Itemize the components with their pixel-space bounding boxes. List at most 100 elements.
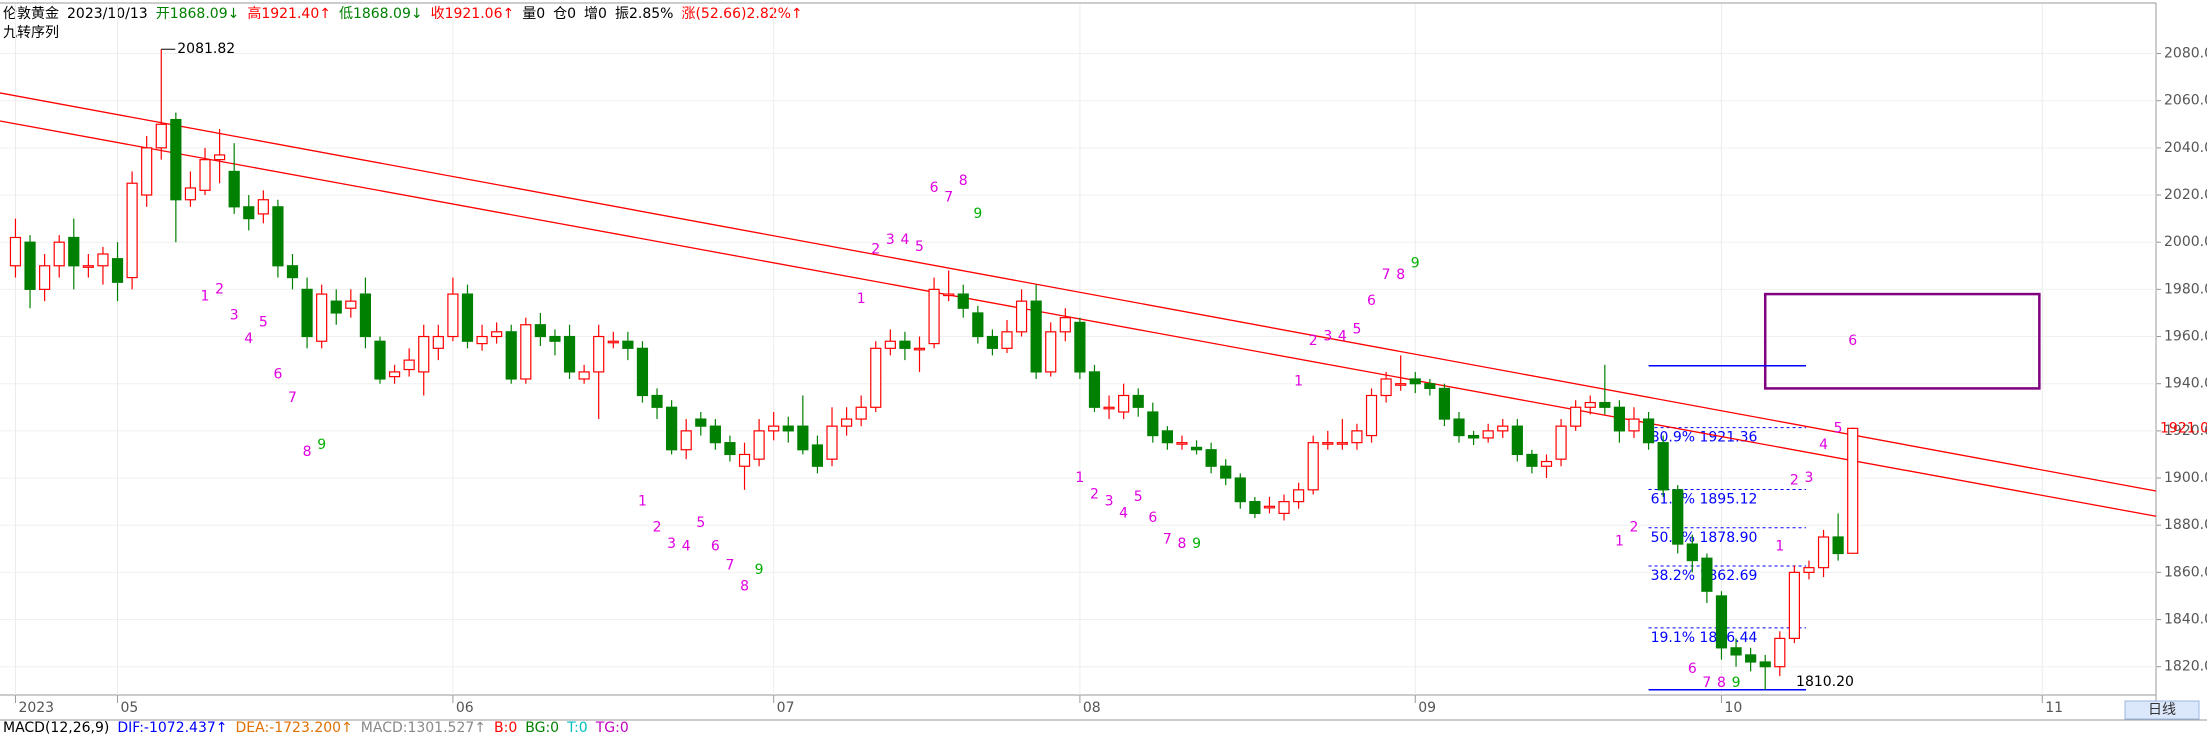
candle-body [1088, 371, 1101, 408]
td-count: 3 [230, 307, 239, 323]
period-button-label[interactable]: 日线 [2148, 702, 2176, 718]
candle-body [1803, 567, 1815, 573]
td-count: 5 [696, 515, 705, 531]
candle-body [695, 418, 707, 427]
x-tick-label: 10 [1724, 700, 1742, 716]
candle-body [520, 324, 532, 380]
candle-body [184, 187, 197, 201]
candle-body [1190, 446, 1203, 451]
td-count: 8 [303, 444, 312, 460]
candle-body [636, 347, 649, 397]
candle-body [97, 253, 109, 267]
candle-body [1774, 637, 1786, 668]
candle-body [724, 442, 736, 456]
candle-body [476, 335, 488, 345]
quote-header-part: 伦敦黄金 [3, 5, 59, 22]
td-count: 5 [259, 314, 268, 330]
td-count: 4 [682, 538, 691, 554]
candle-body [1570, 406, 1582, 427]
x-tick-label: 09 [1418, 700, 1436, 716]
candle-body [1715, 595, 1728, 649]
candle-body [505, 331, 517, 380]
y-tick-label: 1960.00 [2164, 329, 2207, 345]
candle-body [1424, 383, 1436, 390]
quote-header-part: 高1921.40↑ [247, 5, 331, 22]
macd-header: MACD(12,26,9) DIF:-1072.437↑ DEA:-1723.200… [3, 720, 629, 734]
td-count: 6 [1848, 333, 1857, 349]
last-price-label: 1921.06 [2160, 420, 2207, 436]
td-count: 6 [930, 180, 939, 196]
candle-body [913, 347, 926, 351]
td-count: 8 [959, 173, 968, 189]
td-count: 2 [215, 281, 224, 297]
candle-body [1482, 430, 1494, 439]
td-count: 9 [755, 562, 764, 578]
x-tick-label: 07 [777, 700, 795, 716]
macd-header-part: T:0 [566, 720, 588, 734]
period-button[interactable] [2124, 700, 2200, 720]
candle-body [111, 258, 124, 283]
td-count: 6 [1367, 293, 1376, 309]
candle-body [1307, 442, 1319, 491]
candle-body [1817, 536, 1830, 569]
td-count: 3 [886, 232, 895, 248]
td-count: 2 [1790, 472, 1799, 488]
candle-body [491, 331, 503, 338]
td-count: 5 [1834, 421, 1843, 437]
td-count: 4 [244, 331, 253, 347]
td-count: 6 [273, 366, 282, 382]
candle-body [141, 147, 153, 196]
td-count: 5 [1134, 489, 1143, 505]
x-tick-label: 11 [2045, 700, 2063, 716]
trend-line [0, 120, 2157, 517]
quote-header-part: 量0 [522, 6, 545, 22]
subtitle: 九转序列 [3, 25, 59, 41]
candle-body [782, 425, 794, 432]
candle-body [1365, 394, 1378, 437]
macd-header-part: MACD:1301.527↑ [361, 720, 486, 734]
candle-body [1730, 647, 1742, 656]
td-count: 4 [900, 232, 909, 248]
candle-body [1672, 489, 1684, 545]
quote-header-part: 收1921.06↑ [431, 6, 515, 22]
candle-body [1118, 394, 1130, 413]
quote-header-part: 振2.85% [615, 6, 673, 22]
y-tick-label: 2060.00 [2164, 93, 2207, 109]
td-count: 8 [1178, 536, 1187, 552]
td-count: 3 [667, 536, 676, 552]
td-count: 6 [1688, 661, 1697, 677]
candle-body [82, 265, 94, 268]
td-count: 3 [1323, 329, 1332, 345]
y-tick-label: 1860.00 [2164, 564, 2207, 580]
td-count: 1 [1075, 470, 1084, 486]
candle-body [432, 335, 444, 349]
candle-body [1686, 543, 1698, 562]
y-tick-label: 1920.00 [2164, 423, 2207, 439]
td-count: 9 [1411, 255, 1420, 271]
candle-body [1788, 571, 1800, 639]
candle-body [403, 359, 415, 371]
td-count: 7 [725, 557, 734, 573]
candle-body [1234, 477, 1246, 503]
td-count: 2 [871, 241, 880, 257]
candle-body [666, 406, 678, 451]
td-count: 2 [1309, 333, 1318, 349]
quote-header: 伦敦黄金 2023/10/13 开1868.09↓ 高1921.40↑ 低1868.09… [3, 5, 803, 22]
td-count: 5 [1352, 321, 1361, 337]
candle-body [1205, 449, 1217, 467]
candle-body [213, 154, 226, 161]
td-count: 8 [1396, 267, 1405, 283]
td-count: 4 [1819, 437, 1828, 453]
candle-body [957, 293, 969, 309]
candle-body [1263, 505, 1276, 509]
macd-header-part: TG:0 [595, 720, 629, 734]
candle-body [1526, 453, 1538, 467]
candle-body [1293, 489, 1305, 503]
candle-body [24, 241, 36, 290]
candle-body [680, 430, 692, 451]
candle-body [155, 123, 167, 149]
candle-body [286, 265, 299, 279]
candle-body [199, 159, 211, 191]
candle-body [1847, 427, 1859, 554]
candle-body [1540, 460, 1553, 467]
